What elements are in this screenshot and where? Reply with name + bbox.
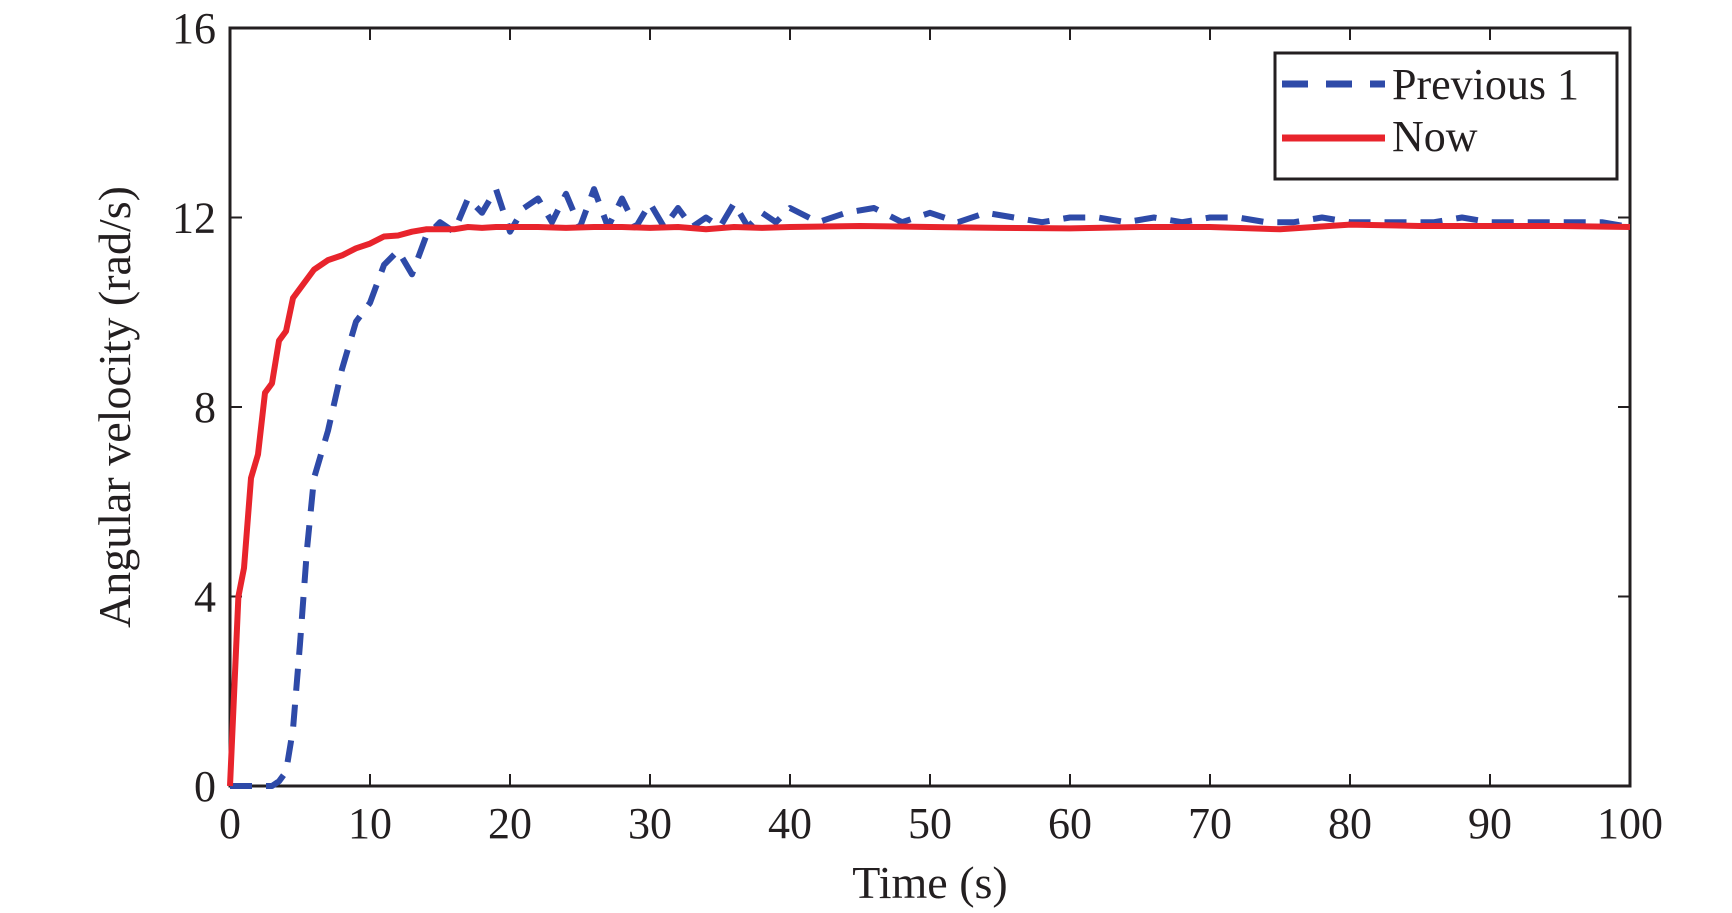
chart-canvas: 0 10 20 30 40 50 60 70 80 90 100 0 4 8 12 16 Time (s) A…: [0, 0, 1732, 913]
x-tick-label: 40: [768, 799, 812, 848]
x-tick-label: 0: [219, 799, 241, 848]
y-tick-label: 4: [194, 573, 216, 622]
x-tick-label: 30: [628, 799, 672, 848]
y-tick-label: 0: [194, 762, 216, 811]
legend-label-now: Now: [1392, 112, 1478, 161]
legend: Previous 1 Now: [1275, 53, 1617, 179]
y-tick-label: 8: [194, 383, 216, 432]
y-tick-label: 16: [172, 4, 216, 53]
x-tick-label: 100: [1597, 799, 1663, 848]
series-layer: [230, 189, 1630, 786]
x-tick-label: 20: [488, 799, 532, 848]
x-axis-title: Time (s): [852, 857, 1008, 908]
y-axis-title: Angular velocity (rad/s): [89, 186, 140, 628]
x-tick-label: 10: [348, 799, 392, 848]
x-tick-label: 90: [1468, 799, 1512, 848]
x-tick-label: 70: [1188, 799, 1232, 848]
series-line-previous-1: [230, 189, 1630, 786]
x-tick-label: 50: [908, 799, 952, 848]
legend-label-previous-1: Previous 1: [1392, 60, 1579, 109]
series-line-now: [230, 225, 1630, 786]
y-tick-label: 12: [172, 194, 216, 243]
x-tick-label: 60: [1048, 799, 1092, 848]
x-tick-label: 80: [1328, 799, 1372, 848]
